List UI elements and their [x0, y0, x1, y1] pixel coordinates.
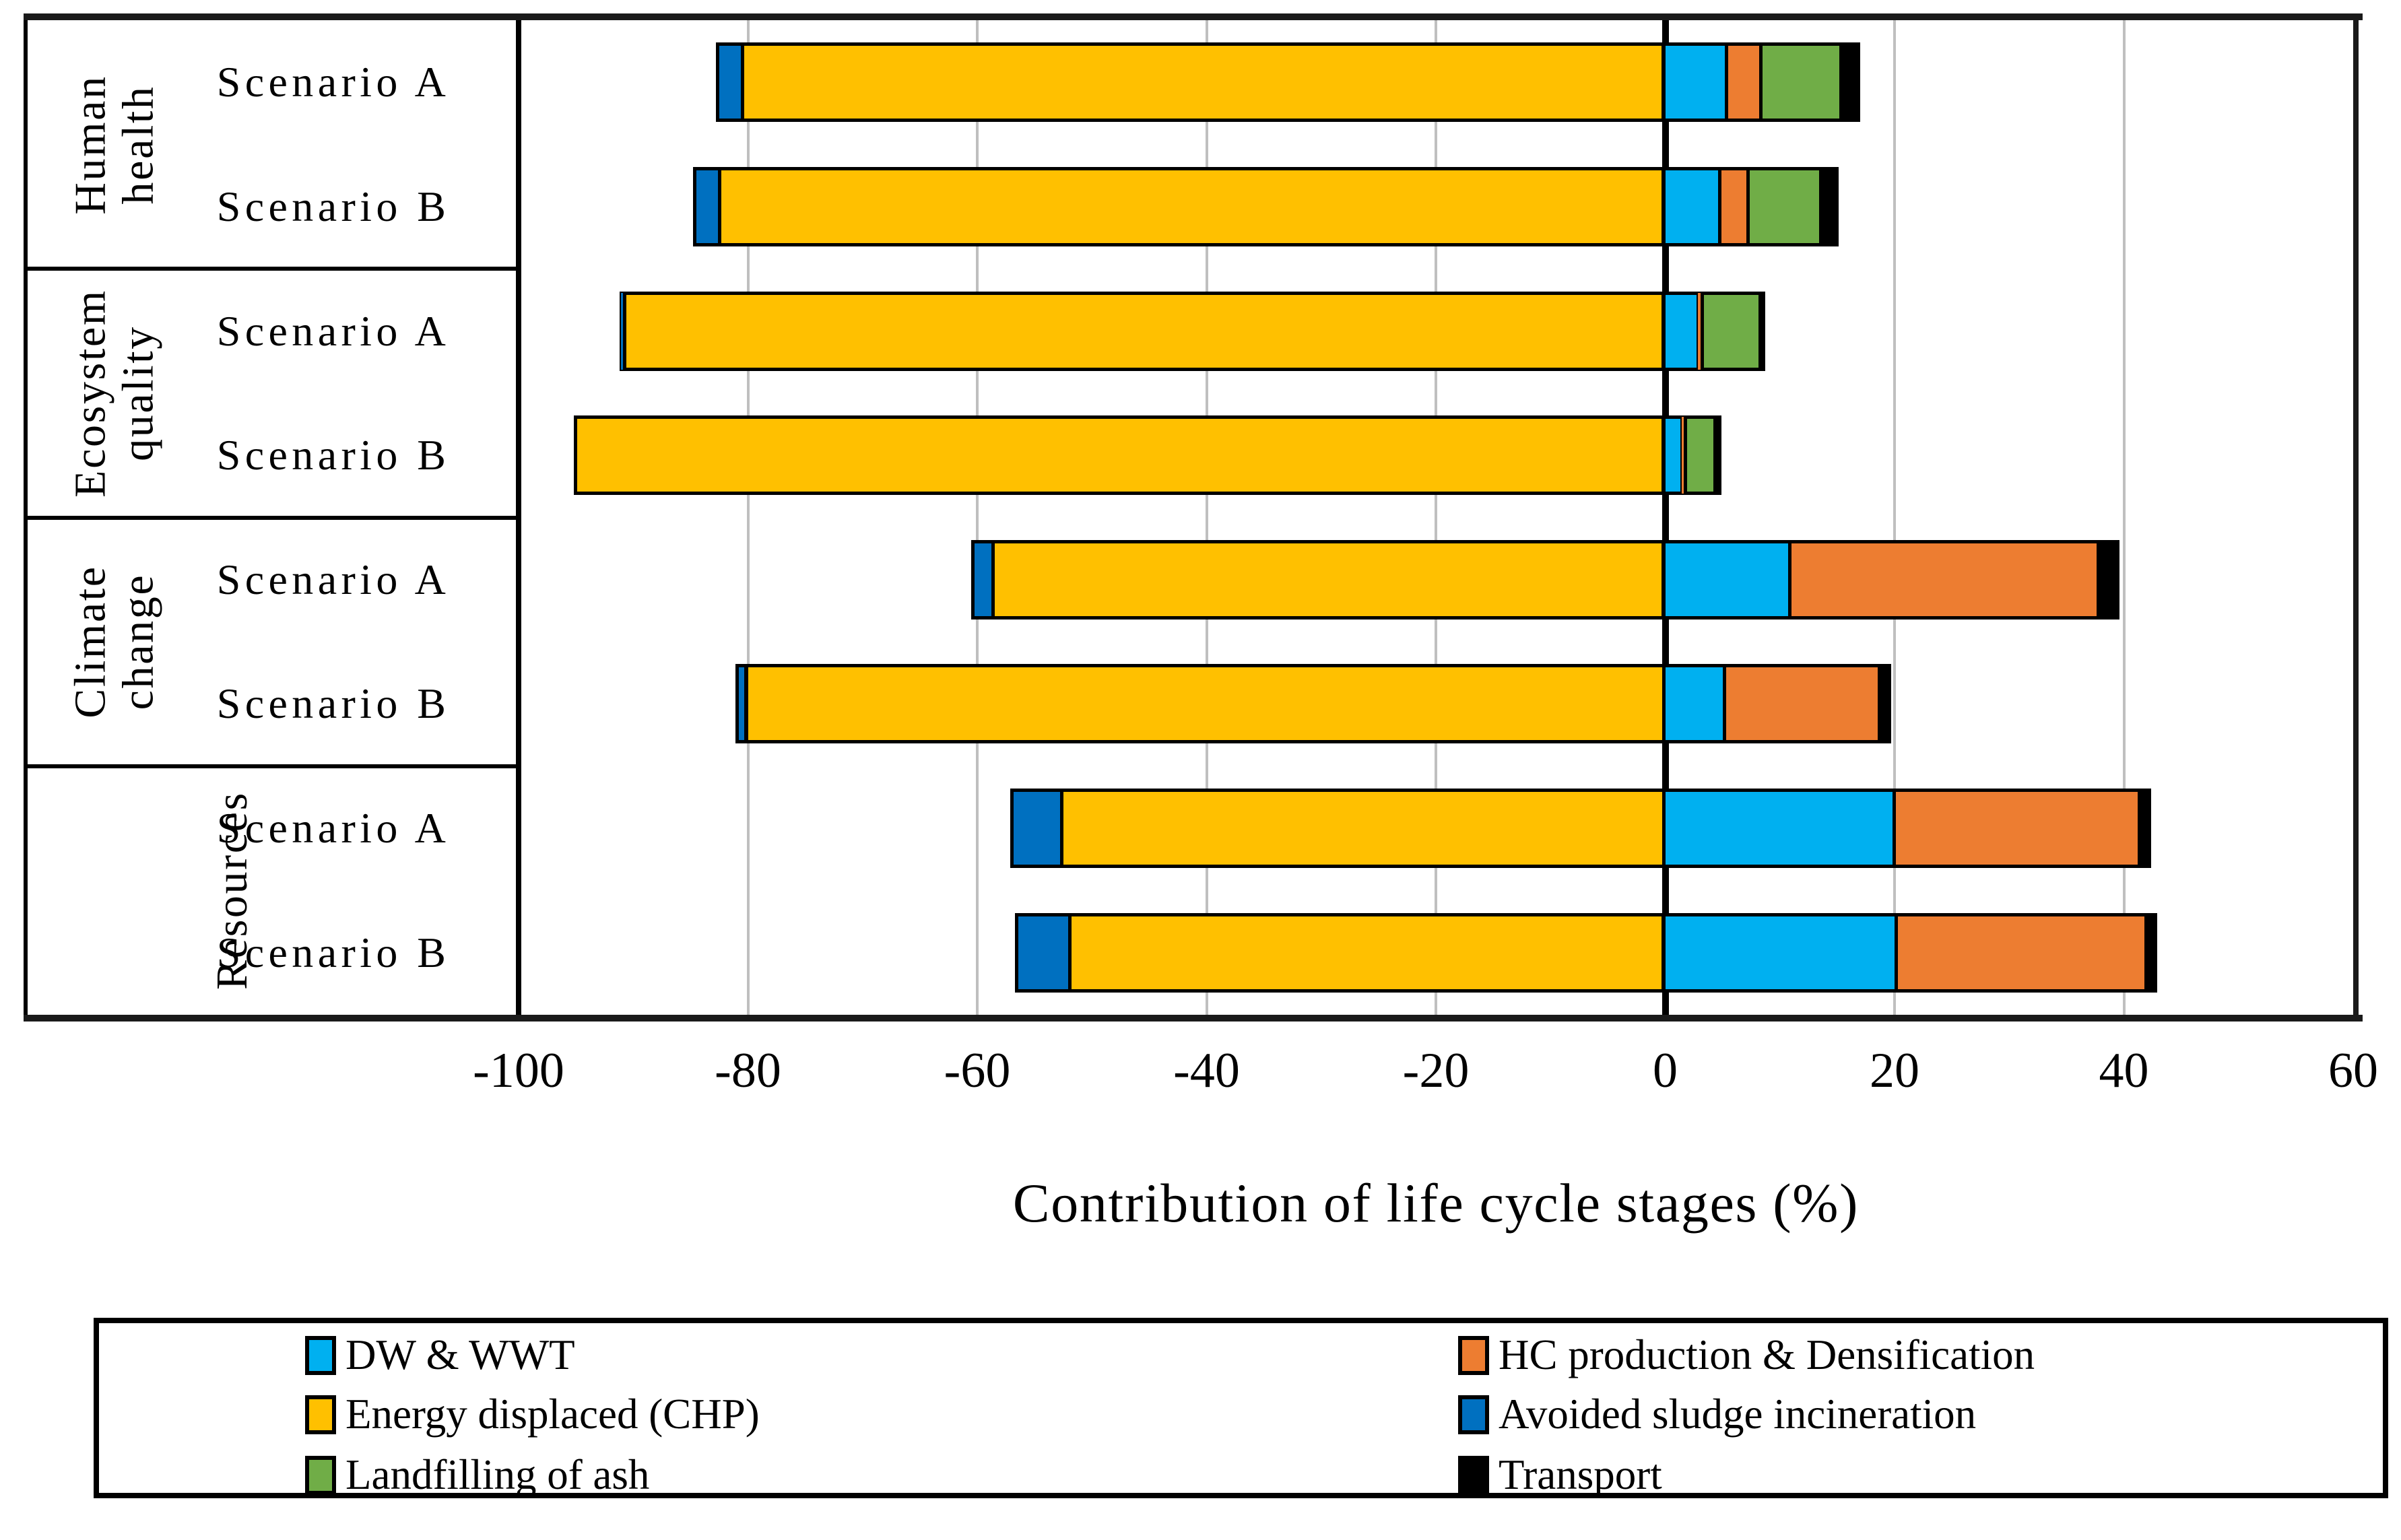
bar-segment-hc-production [1717, 166, 1750, 246]
legend-item-avoided-sludge: Avoided sludge incineration [1458, 1393, 1976, 1436]
row-label-scenario-b: Scenario B [216, 182, 451, 230]
bar-segment-energy-displaced [1067, 912, 1666, 993]
row-label-scenario-a: Scenario A [216, 306, 451, 355]
legend-item-hc-production: HC production & Densification [1458, 1334, 2035, 1376]
group-label-line: Human [65, 74, 115, 215]
legend-item-energy-displaced: Energy displaced (CHP) [305, 1393, 760, 1436]
bar-segment-transport [1818, 166, 1839, 246]
gridline--20 [1435, 20, 1437, 1015]
group-separator [24, 515, 519, 520]
label-plot-divider [516, 20, 521, 1015]
legend-item-landfilling: Landfilling of ash [305, 1454, 649, 1496]
row-label-scenario-b: Scenario B [216, 679, 451, 728]
x-tick-label--80: -80 [715, 1043, 781, 1098]
row-label-scenario-b: Scenario B [216, 431, 451, 479]
bar-segment-landfilling [1759, 42, 1843, 123]
bar-segment-dw-wwt [1662, 664, 1726, 744]
bar-segment-landfilling [1701, 291, 1762, 371]
group-label-climate-change: Climate change [51, 518, 178, 766]
bar-segment-transport [2144, 912, 2157, 993]
plot-right-border [2353, 20, 2359, 1022]
x-tick-label-60: 60 [2328, 1043, 2378, 1098]
x-tick-label-40: 40 [2099, 1043, 2149, 1098]
bar-segment-dw-wwt [1662, 539, 1791, 620]
legend-swatch-landfilling [305, 1455, 336, 1495]
legend-label: Avoided sludge incineration [1499, 1391, 1977, 1438]
group-label-line: change [114, 573, 163, 710]
zero-axis-line [1662, 20, 1669, 1015]
bar-segment-hc-production [1787, 539, 2100, 620]
bar-segment-hc-production [1722, 664, 1881, 744]
bar-segment-energy-displaced [1059, 789, 1666, 869]
legend-swatch-hc-production [1458, 1335, 1489, 1375]
x-tick-label--100: -100 [473, 1043, 564, 1098]
group-label-line: Climate [65, 565, 115, 718]
legend-item-dw-wwt: DW & WWT [305, 1334, 575, 1376]
legend-swatch-dw-wwt [305, 1335, 336, 1375]
legend-label: HC production & Densification [1499, 1331, 2035, 1378]
bar-segment-hc-production [1895, 912, 2148, 993]
bar-segment-hc-production [1892, 789, 2142, 869]
row-label-scenario-a: Scenario A [216, 555, 451, 603]
bar-segment-dw-wwt [1662, 166, 1721, 246]
row-label-scenario-a: Scenario A [216, 804, 451, 852]
legend-swatch-transport [1458, 1455, 1489, 1495]
group-label-human-health: Human health [51, 20, 178, 269]
legend-label: Landfilling of ash [346, 1451, 650, 1498]
bar-segment-landfilling [1746, 166, 1822, 246]
bar-segment-energy-displaced [744, 664, 1666, 744]
gridline--80 [746, 20, 750, 1015]
gridline-40 [2122, 20, 2126, 1015]
bar-segment-dw-wwt [1662, 42, 1729, 123]
bar-segment-avoided-sludge [715, 42, 745, 123]
bar-segment-transport [2096, 539, 2119, 620]
legend-label: Transport [1499, 1451, 1662, 1498]
bar-segment-avoided-sludge [1010, 789, 1063, 869]
bar-segment-hc-production [1725, 42, 1763, 123]
legend-swatch-energy-displaced [305, 1395, 336, 1434]
plot-top-border [24, 13, 2363, 20]
x-tick-label--60: -60 [944, 1043, 1011, 1098]
bar-segment-energy-displaced [623, 291, 1666, 371]
bar-segment-transport [1839, 42, 1860, 123]
bar-segment-transport [2138, 789, 2152, 869]
group-label-line: Ecosystem [65, 289, 115, 498]
bar-segment-transport [1877, 664, 1891, 744]
row-label-scenario-b: Scenario B [216, 928, 451, 976]
x-tick-label-0: 0 [1653, 1043, 1678, 1098]
gridline-20 [1893, 20, 1896, 1015]
bar-segment-avoided-sludge [692, 166, 722, 246]
legend-item-transport: Transport [1458, 1454, 1662, 1496]
bar-segment-landfilling [1683, 415, 1717, 496]
bar-segment-avoided-sludge [1015, 912, 1072, 993]
bar-segment-transport [1758, 291, 1765, 371]
bar-segment-dw-wwt [1662, 291, 1700, 371]
gridline--40 [1205, 20, 1208, 1015]
group-label-line: quality [114, 325, 163, 461]
legend-box: DW & WWT Energy displaced (CHP) Landfillin… [94, 1318, 2388, 1498]
legend-swatch-avoided-sludge [1458, 1395, 1489, 1434]
bar-segment-energy-displaced [991, 539, 1666, 620]
bar-segment-energy-displaced [573, 415, 1666, 496]
legend-label: Energy displaced (CHP) [346, 1391, 760, 1438]
x-axis-title: Contribution of life cycle stages (%) [1012, 1172, 1860, 1234]
legend-label: DW & WWT [346, 1331, 575, 1378]
group-separator [24, 267, 519, 271]
x-tick-label--40: -40 [1173, 1043, 1240, 1098]
gridline--60 [976, 20, 979, 1015]
bar-segment-transport [1713, 415, 1721, 496]
bar-segment-dw-wwt [1662, 912, 1899, 993]
x-tick-label--20: -20 [1402, 1043, 1470, 1098]
plot-bottom-border [24, 1015, 2363, 1022]
group-separator [24, 764, 519, 768]
bar-segment-energy-displaced [741, 42, 1666, 123]
bar-segment-dw-wwt [1662, 789, 1896, 869]
bar-segment-energy-displaced [718, 166, 1666, 246]
row-label-scenario-a: Scenario A [216, 58, 451, 106]
x-tick-label-20: 20 [1870, 1043, 1919, 1098]
group-label-line: health [114, 85, 163, 205]
group-label-ecosystem-quality: Ecosystem quality [51, 269, 178, 517]
